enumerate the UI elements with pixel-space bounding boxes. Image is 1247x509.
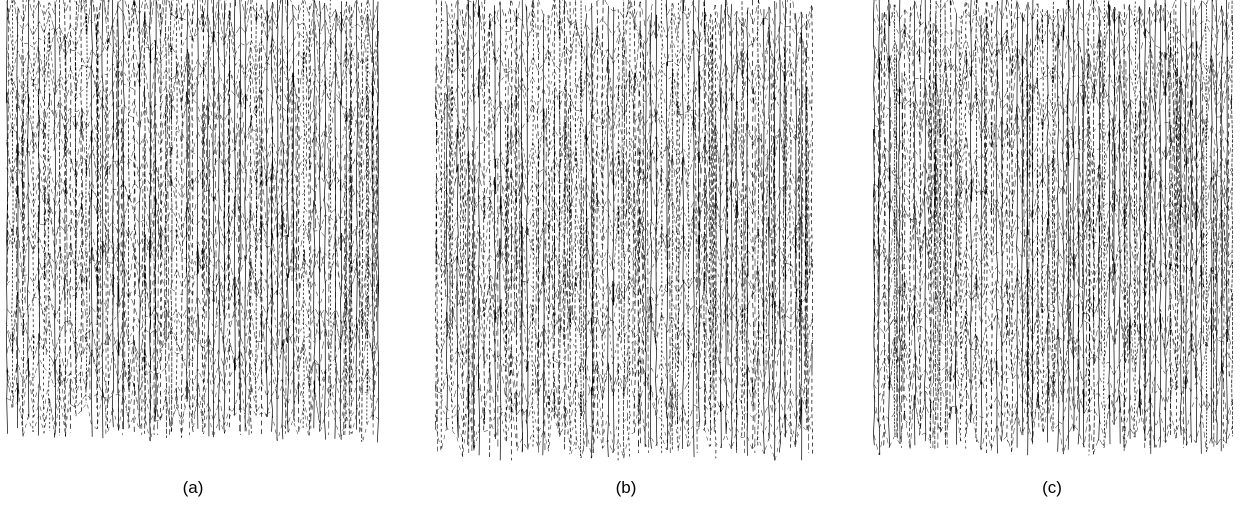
panel-b bbox=[420, 0, 830, 470]
mesh-lines-a bbox=[6, 0, 380, 443]
mesh-plot-b bbox=[434, 0, 814, 462]
mesh-plot-c bbox=[872, 0, 1234, 456]
caption-c: (c) bbox=[1042, 478, 1062, 497]
mesh-plot-a bbox=[6, 0, 380, 443]
panel-c bbox=[860, 0, 1247, 470]
caption-a: (a) bbox=[182, 478, 204, 497]
panel-a bbox=[0, 0, 400, 470]
mesh-lines-c bbox=[872, 0, 1234, 456]
caption-b: (b) bbox=[615, 478, 637, 497]
mesh-lines-b bbox=[434, 0, 814, 462]
